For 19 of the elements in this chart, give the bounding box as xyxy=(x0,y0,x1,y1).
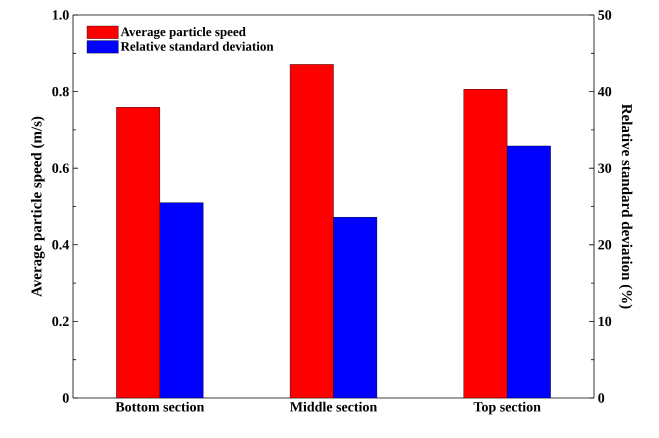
legend-label: Average particle speed xyxy=(120,27,246,39)
x-tick-label: Bottom section xyxy=(116,402,204,412)
legend-label: Relative standard deviation xyxy=(120,42,274,51)
y-tick-label: 0.2 xyxy=(52,316,69,326)
y-tick-label: 0.8 xyxy=(52,86,69,96)
y-tick-label: 0.6 xyxy=(52,163,69,173)
y2-tick-label: 0 xyxy=(598,393,604,403)
y-tick-label: 0.4 xyxy=(52,240,70,250)
y2-axis-title: Relative standard deviation (%) xyxy=(618,104,632,309)
y2-tick-label: 20 xyxy=(598,240,612,250)
y2-tick-label: 40 xyxy=(598,86,612,96)
y2-tick-label: 30 xyxy=(598,163,612,173)
y-tick-label: 0 xyxy=(62,393,69,403)
y2-tick-label: 50 xyxy=(598,10,612,20)
y-axis-title: Average particle speed (m/s) xyxy=(31,116,45,297)
x-tick-label: Top section xyxy=(474,402,541,414)
x-tick-label: Middle section xyxy=(290,402,378,412)
y-tick-label: 1.0 xyxy=(52,10,69,20)
y2-tick-label: 10 xyxy=(598,316,612,326)
